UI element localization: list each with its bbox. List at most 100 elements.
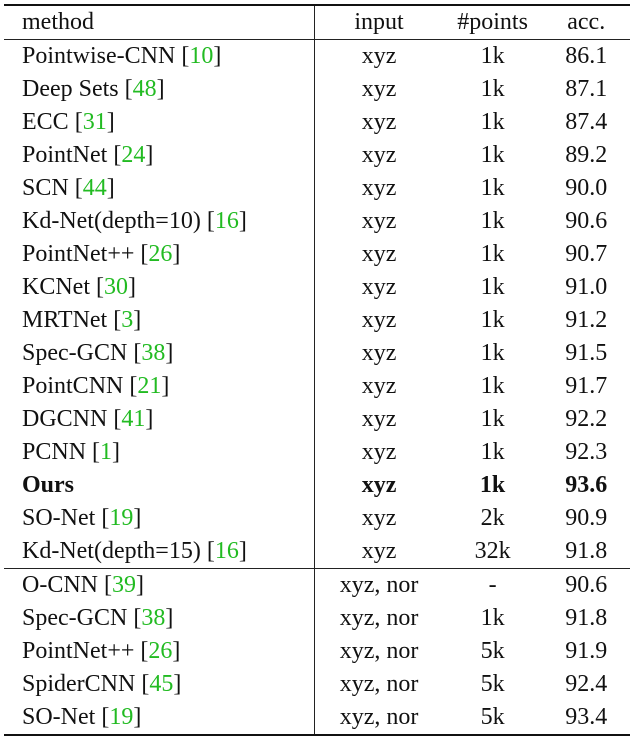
- cell-acc: 92.3: [565, 439, 608, 465]
- cell-points: 1k: [480, 340, 505, 366]
- table-row: KCNet [30] xyz 1k 91.0: [4, 271, 630, 304]
- method-name: Kd-Net(depth=15): [22, 538, 201, 564]
- cell-acc: 90.7: [565, 241, 608, 267]
- cell-input: xyz: [361, 274, 397, 300]
- cell-input: xyz: [361, 373, 397, 399]
- cell-points: 1k: [480, 142, 505, 168]
- citation-link[interactable]: 26: [148, 638, 173, 664]
- header-row: method input #points acc.: [4, 5, 630, 40]
- method-name: PointNet++: [22, 638, 135, 664]
- table-row: O-CNN [39] xyz, nor - 90.6: [4, 568, 630, 602]
- cell-input: xyz, nor: [339, 638, 419, 664]
- cell-method: O-CNN [39]: [4, 568, 316, 602]
- cell-method: ECC [31]: [4, 106, 316, 139]
- cell-method: SCN [44]: [4, 172, 316, 205]
- cell-input: xyz, nor: [339, 704, 419, 730]
- cell-points: 1k: [480, 241, 505, 267]
- method-name: Pointwise-CNN: [22, 43, 176, 69]
- citation-link[interactable]: 16: [214, 208, 239, 234]
- cell-input: xyz: [361, 472, 397, 498]
- header-acc: acc.: [567, 9, 606, 35]
- cell-method: PCNN [1]: [4, 436, 316, 469]
- cell-input: xyz: [361, 439, 397, 465]
- cell-method: Spec-GCN [38]: [4, 602, 316, 635]
- citation-link[interactable]: 19: [109, 704, 134, 730]
- citation-link[interactable]: 30: [104, 274, 128, 300]
- cell-acc: 92.4: [565, 671, 608, 697]
- citation-link[interactable]: 38: [141, 605, 166, 631]
- cell-input: xyz: [361, 505, 397, 531]
- citation-link[interactable]: 38: [141, 340, 166, 366]
- citation-link[interactable]: 21: [137, 373, 162, 399]
- cell-points: 1k: [480, 208, 505, 234]
- citation-link[interactable]: 19: [109, 505, 134, 531]
- citation-link[interactable]: 41: [121, 406, 146, 432]
- cell-method: PointNet [24]: [4, 139, 316, 172]
- cell-input: xyz: [361, 76, 397, 102]
- citation-link[interactable]: 44: [82, 175, 107, 201]
- cell-acc: 90.0: [565, 175, 608, 201]
- table-row: Deep Sets [48] xyz 1k 87.1: [4, 73, 630, 106]
- cell-input: xyz: [361, 307, 397, 333]
- citation-link[interactable]: 31: [82, 109, 107, 135]
- method-name: PointNet++: [22, 241, 135, 267]
- cell-acc: 93.6: [565, 472, 608, 498]
- cell-input: xyz: [361, 43, 397, 69]
- citation-link[interactable]: 48: [132, 76, 157, 102]
- cell-method: Deep Sets [48]: [4, 73, 316, 106]
- table-row: Spec-GCN [38] xyz, nor 1k 91.8: [4, 602, 630, 635]
- citation-link[interactable]: 45: [149, 671, 174, 697]
- table-row: SO-Net [19] xyz 2k 90.9: [4, 502, 630, 535]
- cell-points: 1k: [480, 605, 505, 631]
- cell-acc: 91.2: [565, 307, 608, 333]
- cell-method: PointNet++ [26]: [4, 635, 316, 668]
- method-name: O-CNN: [22, 572, 98, 598]
- citation-link[interactable]: 39: [112, 572, 136, 598]
- cell-points: 2k: [480, 505, 505, 531]
- method-name: DGCNN: [22, 406, 108, 432]
- table-row: SCN [44] xyz 1k 90.0: [4, 172, 630, 205]
- cell-method: DGCNN [41]: [4, 403, 316, 436]
- citation-link[interactable]: 1: [100, 439, 113, 465]
- cell-acc: 91.9: [565, 638, 608, 664]
- cell-method: SpiderCNN [45]: [4, 668, 316, 701]
- method-name: Kd-Net(depth=10): [22, 208, 201, 234]
- table-row: PCNN [1] xyz 1k 92.3: [4, 436, 630, 469]
- citation-link[interactable]: 26: [148, 241, 173, 267]
- cell-method: SO-Net [19]: [4, 502, 316, 535]
- cell-input: xyz, nor: [339, 671, 419, 697]
- table-row: PointNet++ [26] xyz, nor 5k 91.9: [4, 635, 630, 668]
- table-row: Pointwise-CNN [10] xyz 1k 86.1: [4, 39, 630, 73]
- cell-points: 1k: [480, 373, 505, 399]
- cell-acc: 87.1: [565, 76, 608, 102]
- cell-method: Pointwise-CNN [10]: [4, 39, 316, 73]
- method-name: KCNet: [22, 274, 90, 300]
- header-input: input: [354, 9, 404, 35]
- table-header: method input #points acc.: [4, 5, 630, 40]
- citation-link[interactable]: 16: [214, 538, 239, 564]
- cell-method: PointNet++ [26]: [4, 238, 316, 271]
- citation-link[interactable]: 24: [121, 142, 146, 168]
- cell-input: xyz: [361, 109, 397, 135]
- cell-method: KCNet [30]: [4, 271, 316, 304]
- method-name: Deep Sets: [22, 76, 119, 102]
- table-row: PointNet [24] xyz 1k 89.2: [4, 139, 630, 172]
- method-name: ECC: [22, 109, 69, 135]
- cell-points: 5k: [480, 638, 505, 664]
- table-row: Spec-GCN [38] xyz 1k 91.5: [4, 337, 630, 370]
- table-row: ECC [31] xyz 1k 87.4: [4, 106, 630, 139]
- cell-input: xyz: [361, 241, 397, 267]
- cell-points: 5k: [480, 671, 505, 697]
- method-name: SCN: [22, 175, 69, 201]
- citation-link[interactable]: 3: [121, 307, 134, 333]
- cell-acc: 92.2: [565, 406, 608, 432]
- table-row: PointCNN [21] xyz 1k 91.7: [4, 370, 630, 403]
- table-row: DGCNN [41] xyz 1k 92.2: [4, 403, 630, 436]
- cell-acc: 90.9: [565, 505, 608, 531]
- citation-link[interactable]: 10: [189, 43, 214, 69]
- table-row: Ours xyz 1k 93.6: [4, 469, 630, 502]
- cell-input: xyz: [361, 538, 397, 564]
- cell-points: 1k: [480, 406, 505, 432]
- cell-points: 1k: [480, 76, 505, 102]
- cell-acc: 90.6: [565, 572, 608, 598]
